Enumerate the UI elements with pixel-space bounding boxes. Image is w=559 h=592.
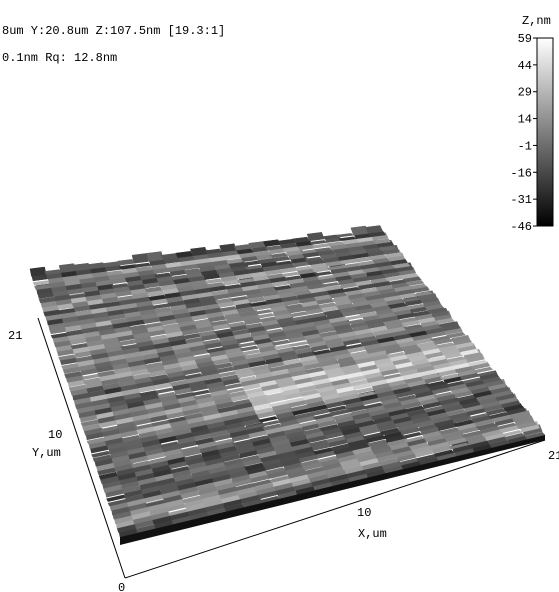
y-tick-label: 21 <box>8 329 22 343</box>
surface-facet <box>312 244 329 248</box>
y-axis-label: Y,um <box>32 446 61 460</box>
surface <box>30 225 545 545</box>
afm-view: 8um Y:20.8um Z:107.5nm [19.3:1] 0.1nm Rq… <box>0 0 559 592</box>
colorbar-tick-label: -1 <box>518 139 532 153</box>
surface-facet <box>132 253 149 263</box>
x-tick-label: 0 <box>118 581 125 592</box>
surface-facet <box>118 259 134 265</box>
surface-facet <box>263 240 280 247</box>
colorbar-tick-label: 44 <box>518 59 532 73</box>
colorbar-tick-label: 29 <box>518 86 532 100</box>
colorbar-tick-label: 59 <box>518 32 532 46</box>
colorbar-title: Z,nm <box>522 14 551 28</box>
surface-facet <box>310 240 327 244</box>
colorbar-tick-label: -16 <box>510 166 532 180</box>
x-tick-label: 10 <box>357 506 371 520</box>
colorbar-tick-label: -46 <box>510 220 532 234</box>
colorbar <box>537 38 553 226</box>
header-line-1: 8um Y:20.8um Z:107.5nm [19.3:1] <box>2 24 225 38</box>
surface-facet <box>30 267 46 276</box>
colorbar-tick-label: -31 <box>510 193 532 207</box>
y-tick-label: 10 <box>48 428 62 442</box>
surface-facet <box>147 252 164 262</box>
colorbar-ticks: 59 44 29 14 -1 -16 -31 -46 <box>510 32 537 234</box>
x-tick-label: 21 <box>548 449 559 463</box>
surface-facet <box>59 264 75 273</box>
header-line-2: 0.1nm Rq: 12.8nm <box>2 51 117 65</box>
colorbar-tick-label: 14 <box>518 113 532 127</box>
surface-facet <box>336 233 353 237</box>
x-axis-label: X,um <box>358 527 387 541</box>
